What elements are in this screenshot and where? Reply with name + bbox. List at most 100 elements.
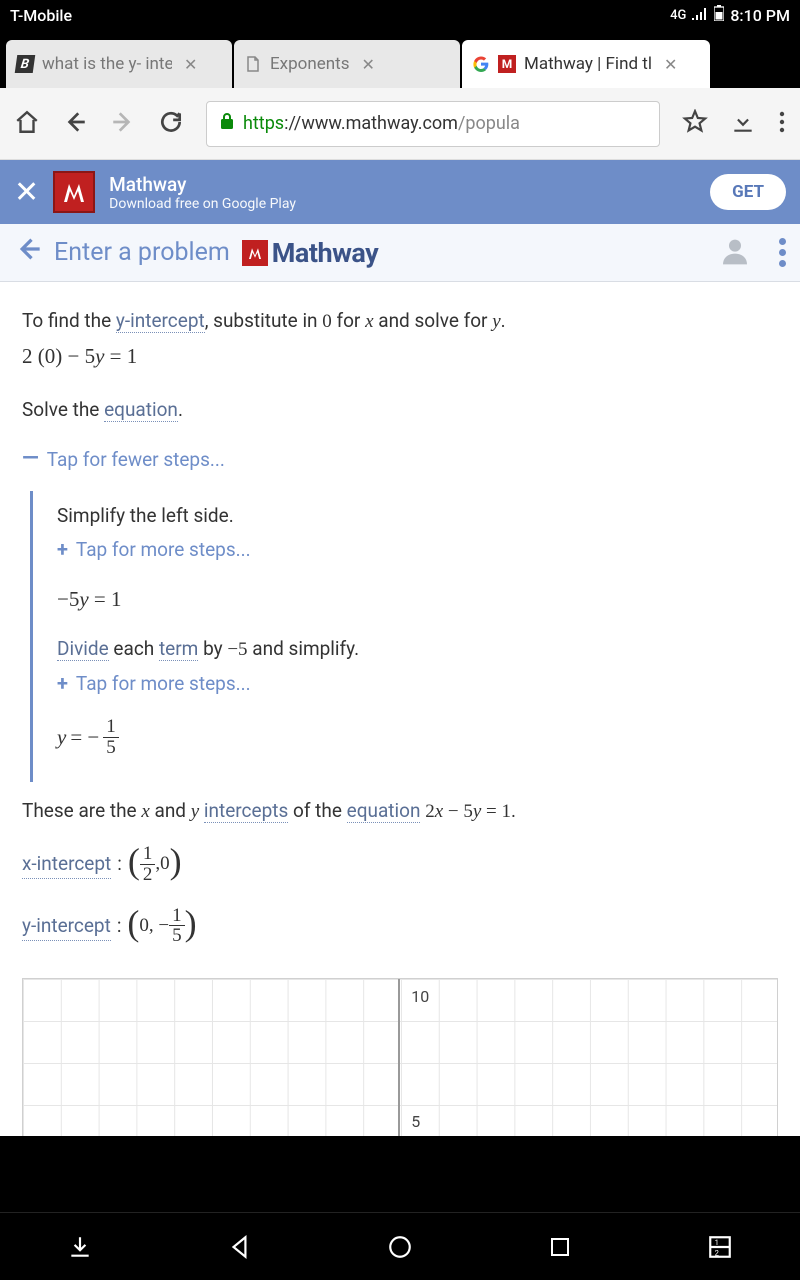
url-path: /popula xyxy=(458,113,520,134)
divide-link[interactable]: Divide xyxy=(57,637,109,661)
download-icon[interactable] xyxy=(730,109,756,139)
bookmark-star-icon[interactable] xyxy=(682,109,708,139)
solve-prefix: Solve the xyxy=(22,398,104,421)
nav-split-icon[interactable]: 12 xyxy=(704,1231,736,1263)
tab-2-active[interactable]: M Mathway | Find tl ✕ xyxy=(462,40,710,88)
banner-app-logo-icon xyxy=(53,171,95,213)
summary-line: These are the x and y intercepts of the … xyxy=(22,796,778,826)
graph-grid xyxy=(23,979,777,1136)
signal-icon xyxy=(692,6,708,24)
banner-subtitle: Download free on Google Play xyxy=(109,196,696,212)
banner-text: Mathway Download free on Google Play xyxy=(109,173,696,212)
intro-zero: 0 xyxy=(322,311,332,332)
nav-recent-icon[interactable] xyxy=(544,1231,576,1263)
summary-y: y xyxy=(191,801,199,822)
x-int-num: 1 xyxy=(140,844,156,865)
intro-period: . xyxy=(501,309,506,332)
svg-text:2: 2 xyxy=(715,1248,719,1257)
intro-y: y xyxy=(492,311,500,332)
intro-for: for xyxy=(332,309,365,332)
intro-suffix: , substitute in xyxy=(205,309,323,332)
fraction-1-5: 1 5 xyxy=(103,717,119,758)
tab-1-favicon-icon xyxy=(244,55,262,73)
tab-2-google-icon xyxy=(472,55,490,73)
url-scheme: https xyxy=(243,113,284,134)
forward-button[interactable] xyxy=(110,109,136,139)
divide-mid: each xyxy=(109,637,159,660)
tab-1-title: Exponents xyxy=(270,54,349,74)
tab-1-close-icon[interactable]: ✕ xyxy=(361,55,374,74)
term-link[interactable]: term xyxy=(159,637,198,661)
svg-text:1: 1 xyxy=(715,1237,719,1246)
mathway-logo-icon xyxy=(242,240,268,266)
intro-line: To find the y-intercept, substitute in 0… xyxy=(22,306,778,336)
divide-by: by xyxy=(198,637,227,660)
y-int-den: 5 xyxy=(169,926,185,946)
x-intercept-line: x-intercept: ( 1 2 , 0 ) xyxy=(22,836,778,892)
y-intercept-link[interactable]: y-intercept xyxy=(116,309,205,333)
banner-close-icon[interactable]: ✕ xyxy=(14,175,39,210)
intro-x: x xyxy=(365,311,373,332)
indented-steps: Simplify the left side. + Tap for more s… xyxy=(30,491,778,782)
summary-of: of the xyxy=(288,799,346,822)
home-button[interactable] xyxy=(14,109,40,139)
header-back-icon[interactable] xyxy=(14,235,42,270)
clock-label: 8:10 PM xyxy=(730,6,790,25)
x-int-second: 0 xyxy=(160,849,170,878)
tab-0[interactable]: B what is the y- inte ✕ xyxy=(6,40,232,88)
solution-content: To find the y-intercept, substitute in 0… xyxy=(0,282,800,1136)
equation-link[interactable]: equation xyxy=(104,398,178,422)
tab-0-close-icon[interactable]: ✕ xyxy=(184,55,197,74)
fewer-steps-label: Tap for fewer steps... xyxy=(47,445,225,474)
y-int-frac: 1 5 xyxy=(169,906,185,947)
intercepts-link[interactable]: intercepts xyxy=(204,799,288,823)
x-intercept-label[interactable]: x-intercept xyxy=(22,849,111,879)
summary-prefix: These are the xyxy=(22,799,141,822)
graph-area[interactable]: 10 5 xyxy=(22,978,778,1136)
y-int-first: 0 xyxy=(139,911,149,940)
plus-icon-2: + xyxy=(57,668,68,699)
mathway-brand-text: Mathway xyxy=(272,237,379,269)
equation-link-2[interactable]: equation xyxy=(347,799,421,823)
mathway-brand: Mathway xyxy=(242,237,379,269)
eq3-den: 5 xyxy=(103,738,119,758)
mathway-header: Enter a problem Mathway xyxy=(0,224,800,282)
header-menu-icon[interactable] xyxy=(779,238,786,267)
url-text: https://www.mathway.com/popula xyxy=(243,113,520,134)
banner-get-button[interactable]: GET xyxy=(710,174,786,210)
profile-icon[interactable] xyxy=(719,235,751,271)
app-install-banner: ✕ Mathway Download free on Google Play G… xyxy=(0,160,800,224)
y-intercept-label[interactable]: y-intercept xyxy=(22,911,111,941)
nav-download-icon[interactable] xyxy=(64,1231,96,1263)
graph-label-10: 10 xyxy=(411,985,429,1010)
fewer-steps-toggle[interactable]: — Tap for fewer steps... xyxy=(22,442,778,476)
enter-problem-placeholder[interactable]: Enter a problem xyxy=(54,238,230,267)
url-bar[interactable]: https://www.mathway.com/popula xyxy=(206,101,660,147)
intro-solve: and solve for xyxy=(374,309,493,332)
more-steps-label-1: Tap for more steps... xyxy=(76,535,251,564)
equation-2: −5y = 1 xyxy=(57,583,778,616)
reload-button[interactable] xyxy=(158,109,184,139)
status-right-cluster: 4G 8:10 PM xyxy=(670,5,790,25)
tab-2-close-icon[interactable]: ✕ xyxy=(664,55,677,74)
equation-3: y = − 1 5 xyxy=(57,717,778,758)
nav-back-icon[interactable] xyxy=(224,1231,256,1263)
menu-dots-icon[interactable] xyxy=(778,109,786,139)
more-steps-toggle-2[interactable]: + Tap for more steps... xyxy=(57,668,778,699)
nav-home-icon[interactable] xyxy=(384,1231,416,1263)
back-button[interactable] xyxy=(62,109,88,139)
summary-eq: 2x − 5y = 1 xyxy=(425,801,511,822)
summary-period: . xyxy=(511,799,516,822)
x-int-den: 2 xyxy=(140,865,156,885)
eq3-num: 1 xyxy=(103,717,119,738)
graph-label-5: 5 xyxy=(411,1110,420,1135)
more-steps-label-2: Tap for more steps... xyxy=(76,669,251,698)
solve-step: Solve the equation. xyxy=(22,395,778,424)
android-status-bar: T-Mobile 4G 8:10 PM xyxy=(0,0,800,30)
tab-1[interactable]: Exponents ✕ xyxy=(234,40,460,88)
more-steps-toggle-1[interactable]: + Tap for more steps... xyxy=(57,534,778,565)
summary-and: and xyxy=(150,799,191,822)
tab-0-title: what is the y- inte xyxy=(42,54,172,74)
android-nav-bar: 12 xyxy=(0,1212,800,1280)
simplify-line: Simplify the left side. xyxy=(57,501,778,530)
